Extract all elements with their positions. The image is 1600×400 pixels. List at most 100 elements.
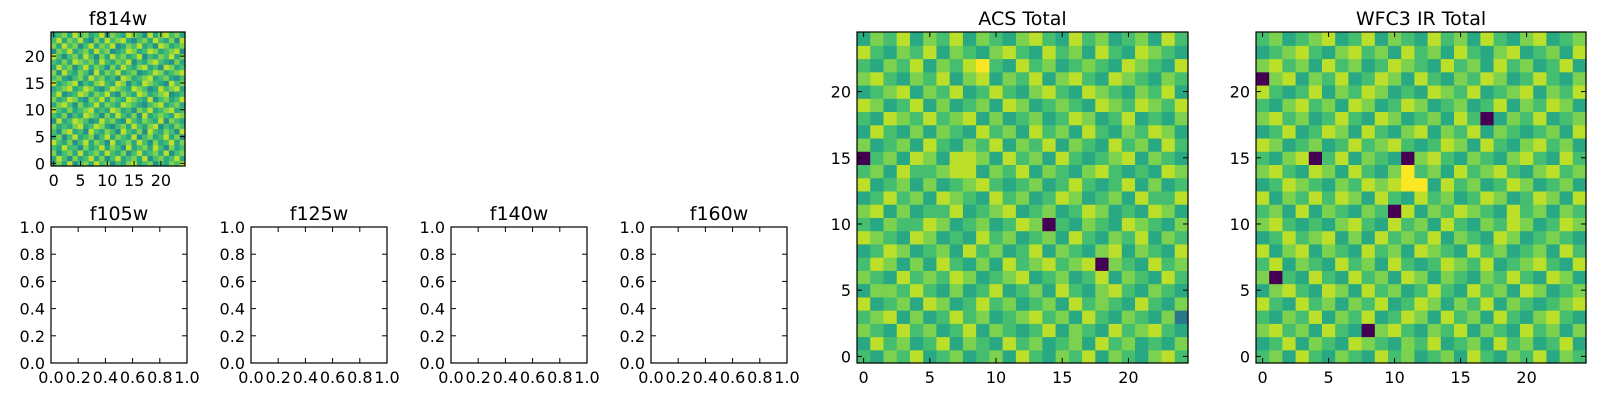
heatmap-cell bbox=[93, 90, 100, 97]
heatmap-cell bbox=[923, 349, 938, 364]
heatmap-cell bbox=[1308, 71, 1323, 86]
heatmap-cell bbox=[131, 155, 138, 162]
heatmap-cell bbox=[104, 144, 111, 151]
heatmap-cell bbox=[1002, 151, 1017, 165]
heatmap-cell bbox=[1572, 164, 1587, 179]
heatmap-cell bbox=[1467, 71, 1481, 86]
heatmap-cell bbox=[61, 53, 68, 60]
heatmap-cell bbox=[61, 37, 68, 44]
heatmap-cell bbox=[1546, 243, 1561, 258]
heatmap-cell bbox=[976, 230, 990, 245]
heatmap-cell bbox=[67, 139, 74, 146]
heatmap-cell bbox=[1055, 84, 1070, 99]
y-tick-label: 0.2 bbox=[20, 327, 45, 346]
heatmap-cell bbox=[1135, 164, 1149, 179]
heatmap-cell bbox=[1068, 243, 1083, 258]
heatmap-cell bbox=[83, 128, 90, 135]
heatmap-cell bbox=[1361, 230, 1376, 245]
heatmap-cell bbox=[174, 117, 181, 124]
heatmap-cell bbox=[1520, 32, 1534, 46]
heatmap-cell bbox=[989, 177, 1004, 192]
heatmap-cell bbox=[1546, 270, 1561, 285]
heatmap-cell bbox=[93, 74, 100, 81]
heatmap-cell bbox=[1493, 204, 1508, 218]
heatmap-cell bbox=[1042, 323, 1057, 338]
heatmap-cell bbox=[1322, 45, 1336, 60]
heatmap-cell bbox=[115, 64, 122, 71]
heatmap-cell bbox=[1480, 137, 1495, 152]
heatmap-cell bbox=[1029, 243, 1043, 258]
heatmap-cell bbox=[163, 42, 170, 49]
heatmap-cell bbox=[126, 139, 132, 146]
heatmap-cell bbox=[88, 133, 95, 140]
heatmap-cell bbox=[109, 32, 116, 38]
heatmap-cell bbox=[61, 123, 68, 130]
heatmap-cell bbox=[115, 149, 122, 156]
heatmap-cell bbox=[1068, 310, 1083, 324]
heatmap-cell bbox=[1174, 177, 1189, 192]
heatmap-cell bbox=[1108, 164, 1123, 179]
heatmap-cell bbox=[1533, 336, 1547, 351]
heatmap-cell bbox=[88, 58, 95, 65]
heatmap-cell bbox=[1467, 204, 1481, 218]
heatmap-cell bbox=[976, 270, 990, 285]
heatmap-cell bbox=[857, 177, 871, 192]
heatmap-cell bbox=[1068, 58, 1083, 73]
heatmap-cell bbox=[870, 111, 885, 126]
heatmap-cell bbox=[93, 107, 100, 113]
heatmap-cell bbox=[1295, 310, 1310, 324]
heatmap-cell bbox=[1520, 323, 1534, 338]
heatmap-cell bbox=[1282, 151, 1297, 165]
heatmap-cell bbox=[179, 58, 186, 65]
heatmap-cell bbox=[857, 190, 871, 205]
heatmap-cell bbox=[77, 48, 84, 55]
heatmap-cell bbox=[1148, 137, 1163, 152]
heatmap-cell bbox=[1095, 45, 1110, 60]
heatmap-cell bbox=[1440, 349, 1455, 364]
heatmap-cell bbox=[1559, 230, 1574, 245]
heatmap-cell bbox=[152, 80, 159, 87]
heatmap-cell bbox=[61, 48, 68, 55]
heatmap-cell bbox=[131, 69, 138, 76]
heatmap-cell bbox=[1095, 257, 1110, 271]
heatmap-cell bbox=[61, 155, 68, 162]
heatmap-cell bbox=[962, 164, 977, 179]
heatmap-cell bbox=[909, 257, 924, 271]
heatmap-cell bbox=[1108, 217, 1123, 232]
heatmap-cell bbox=[962, 98, 977, 113]
heatmap-cell bbox=[109, 48, 116, 55]
heatmap-cell bbox=[1108, 151, 1123, 165]
heatmap-cell bbox=[1068, 270, 1083, 285]
heatmap-cell bbox=[1108, 58, 1123, 73]
heatmap-cell bbox=[1108, 84, 1123, 99]
heatmap-cell bbox=[1374, 217, 1389, 232]
heatmap-cell bbox=[131, 80, 138, 87]
axes-frame bbox=[50, 226, 188, 364]
heatmap-cell bbox=[1095, 270, 1110, 285]
heatmap-cell bbox=[83, 37, 90, 44]
heatmap-cell bbox=[1335, 111, 1349, 126]
heatmap-cell bbox=[109, 53, 116, 60]
heatmap-cell bbox=[1454, 124, 1468, 139]
heatmap-cell bbox=[896, 58, 911, 73]
heatmap-cell bbox=[909, 349, 924, 364]
heatmap-cell bbox=[109, 42, 116, 49]
heatmap-cell bbox=[158, 90, 165, 97]
heatmap-cell bbox=[1493, 98, 1508, 113]
heatmap-cell bbox=[174, 160, 181, 167]
heatmap-cell bbox=[1520, 336, 1534, 351]
heatmap-cell bbox=[1322, 177, 1336, 192]
x-tick-label: 15 bbox=[1052, 368, 1072, 387]
y-tick-label: 20 bbox=[25, 47, 45, 66]
heatmap-cell bbox=[949, 124, 964, 139]
heatmap-cell bbox=[1572, 230, 1587, 245]
heatmap-cell bbox=[883, 270, 898, 285]
heatmap-cell bbox=[1121, 124, 1136, 139]
heatmap-cell bbox=[1361, 32, 1376, 46]
heatmap-cell bbox=[1095, 177, 1110, 192]
heatmap-cell bbox=[1572, 190, 1587, 205]
heatmap-cell bbox=[896, 349, 911, 364]
heatmap-cell bbox=[1427, 58, 1442, 73]
heatmap-cell bbox=[923, 243, 938, 258]
heatmap-cell bbox=[1454, 137, 1468, 152]
